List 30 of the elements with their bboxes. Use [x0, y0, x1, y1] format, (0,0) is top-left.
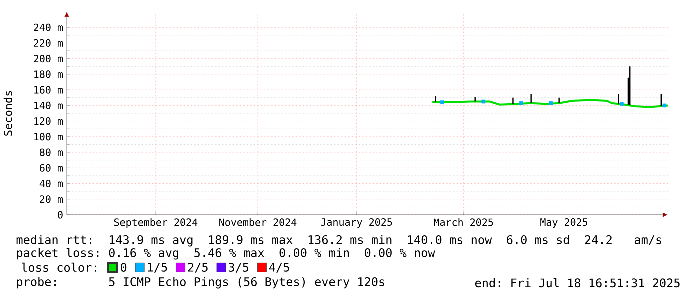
- x-tick-label: May 2025: [540, 218, 588, 228]
- y-tick-label: 60 m: [40, 164, 64, 172]
- y-tick-label: 200 m: [34, 55, 64, 63]
- x-tick-label: January 2025: [321, 218, 392, 228]
- legend-title: loss color:: [22, 262, 96, 272]
- y-tick-label: 220 m: [34, 39, 64, 48]
- x-tick-label: September 2024: [114, 218, 198, 228]
- y-tick-label: 140 m: [34, 102, 64, 110]
- y-tick-label: 100 m: [34, 133, 64, 141]
- y-tick-label: 0: [58, 211, 63, 219]
- text: probe: 5 ICMP Echo Pings (56 Bytes) every 120s: [17, 277, 384, 289]
- legend-label: 2/5: [188, 263, 208, 273]
- legend-label: 0: [121, 263, 127, 272]
- x-tick-label: March 2025: [434, 218, 494, 226]
- legend-label: 1/5: [148, 263, 168, 273]
- y-tick-label: 180 m: [34, 70, 64, 78]
- x-tick-label: November 2024: [220, 218, 297, 226]
- y-tick-label: 40 m: [40, 180, 64, 188]
- text: packet loss: 0.16 % avg 5.46 % max 0.00 % min 0.00 % now: [17, 248, 436, 260]
- y-axis-title: Seconds: [4, 91, 12, 136]
- text: end: Fri Jul 18 16:51:31 2025: [475, 278, 680, 288]
- y-tick-label: 160 m: [34, 86, 64, 94]
- legend-label: 4/5: [269, 263, 290, 273]
- y-tick-label: 80 m: [40, 148, 64, 156]
- y-tick-label: 120 m: [34, 118, 64, 126]
- line-series: [432, 99, 668, 108]
- text: median rtt: 143.9 ms avg 189.9 ms max 136.2 ms min 140.0 ms now 6.0 ms sd 24.2 am/s: [16, 235, 662, 247]
- y-tick-label: 20 m: [40, 196, 64, 204]
- legend-label: 3/5: [228, 263, 249, 273]
- y-tick-label: 240 m: [34, 24, 64, 32]
